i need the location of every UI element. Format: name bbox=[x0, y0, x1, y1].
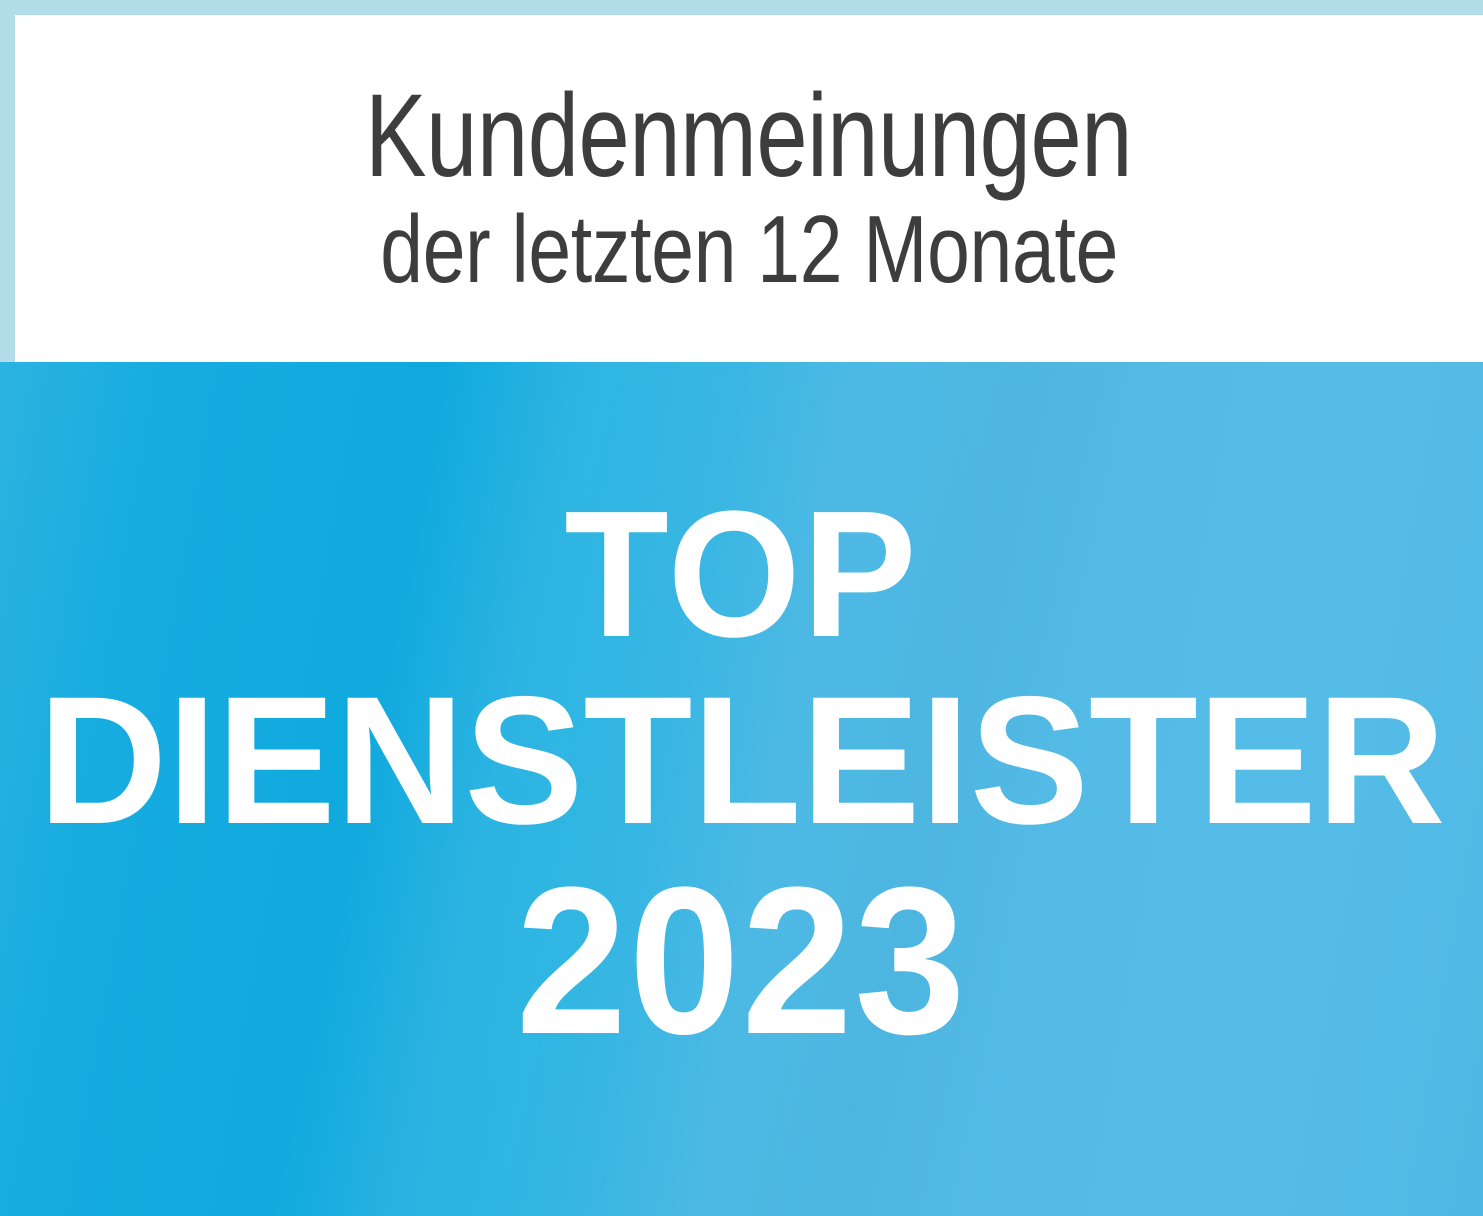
award-title: DIENSTLEISTER bbox=[37, 658, 1446, 862]
award-eyebrow: TOP bbox=[564, 474, 919, 675]
header-title: Kundenmeinungen bbox=[365, 69, 1133, 202]
award-content: TOP DIENSTLEISTER 2023 bbox=[0, 362, 1483, 1216]
header-panel: Kundenmeinungen der letzten 12 Monate bbox=[15, 15, 1483, 362]
award-panel: TOP DIENSTLEISTER 2023 bbox=[0, 362, 1483, 1216]
frame-border-top bbox=[0, 0, 1483, 15]
frame-border-left bbox=[0, 0, 15, 362]
award-year: 2023 bbox=[515, 842, 968, 1078]
header-subtitle: der letzten 12 Monate bbox=[380, 196, 1118, 304]
